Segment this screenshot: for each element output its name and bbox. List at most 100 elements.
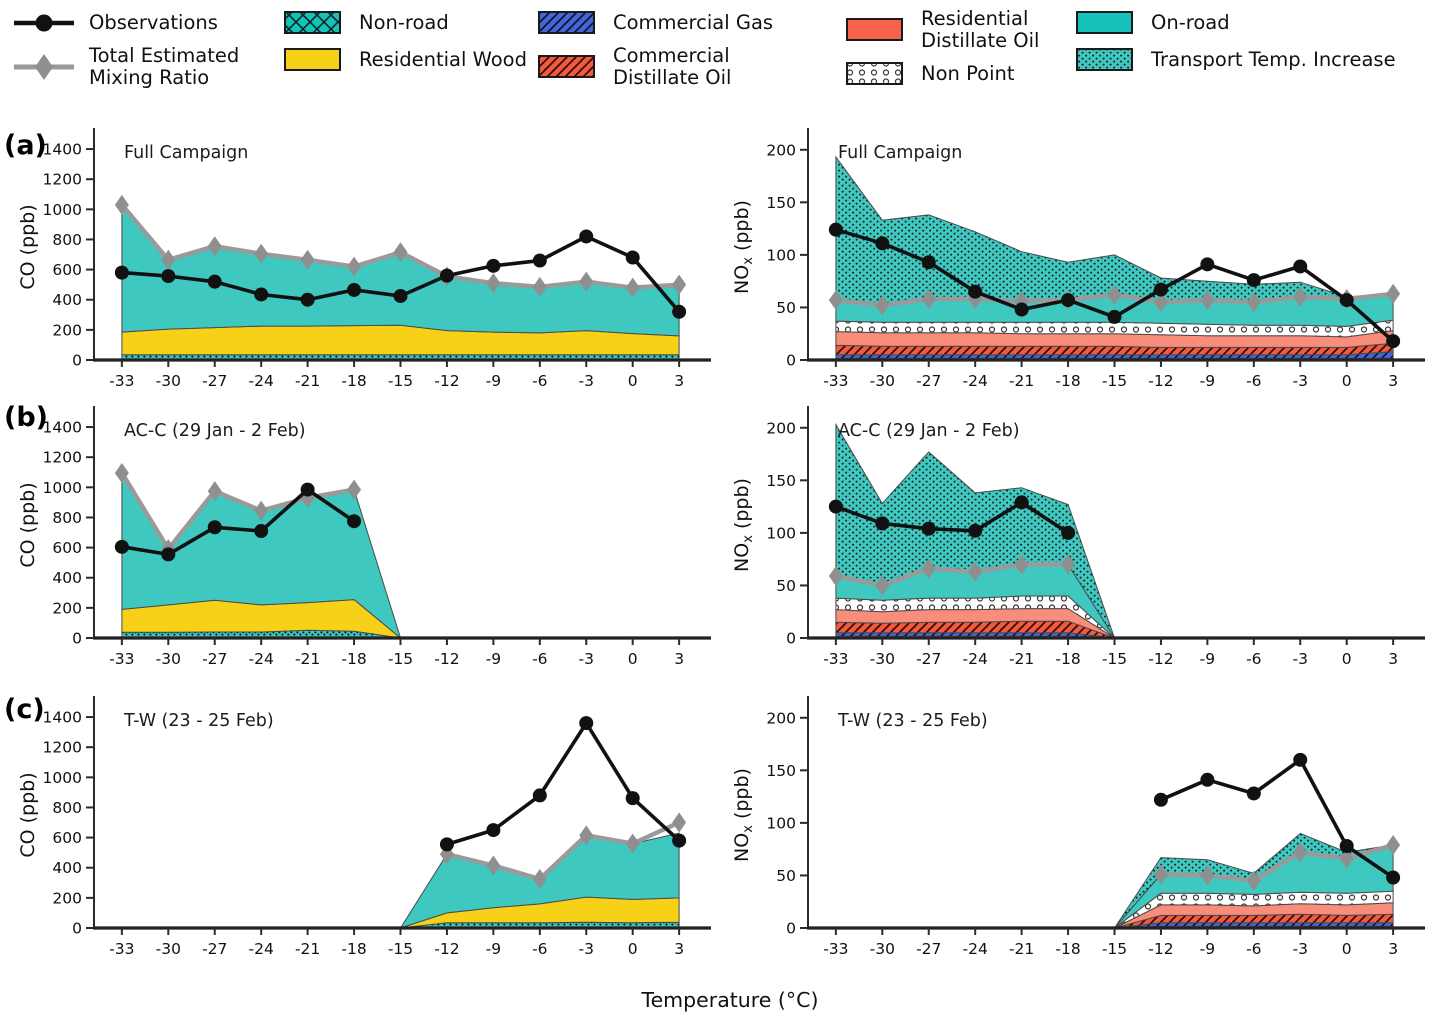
- legend-key-total-estimated-mixing-ratio-icon: [14, 53, 74, 80]
- chart-co-full-campaign: 0 200 400 600 800 1000 1200 1400 -33 -30 -27 -24 -21…: [8, 118, 715, 396]
- legend-label-non-point: Non Point: [921, 61, 1015, 85]
- svg-text:0: 0: [786, 630, 796, 648]
- svg-text:-21: -21: [295, 650, 320, 668]
- svg-text:-30: -30: [156, 650, 181, 668]
- observations-line: [828, 495, 1076, 540]
- svg-text:-12: -12: [434, 940, 459, 958]
- y-axis-label: NOx (ppb): [731, 478, 756, 572]
- svg-text:-33: -33: [109, 650, 134, 668]
- legend-item-commercial-gas: Commercial Gas: [536, 8, 842, 38]
- svg-text:-6: -6: [532, 650, 547, 668]
- svg-text:-18: -18: [341, 650, 366, 668]
- svg-text:-15: -15: [1102, 940, 1127, 958]
- svg-text:0: 0: [786, 920, 796, 938]
- svg-text:100: 100: [766, 814, 796, 832]
- svg-text:-21: -21: [1009, 940, 1034, 958]
- svg-text:-21: -21: [1009, 372, 1034, 390]
- svg-text:800: 800: [52, 509, 82, 527]
- area-on-road: [121, 203, 680, 337]
- y-axis-label: CO (ppb): [17, 482, 39, 567]
- svg-text:-3: -3: [579, 372, 594, 390]
- svg-text:800: 800: [52, 799, 82, 817]
- svg-text:1200: 1200: [43, 449, 82, 467]
- legend-item-non-point: Non Point: [844, 59, 1072, 89]
- svg-text:100: 100: [766, 246, 796, 264]
- legend-item-residential-wood: Residential Wood: [282, 45, 534, 75]
- svg-text:-33: -33: [823, 372, 848, 390]
- svg-text:3: 3: [674, 372, 684, 390]
- y-axis-label: CO (ppb): [17, 204, 39, 289]
- svg-text:-24: -24: [249, 940, 274, 958]
- svg-text:-30: -30: [156, 372, 181, 390]
- svg-text:-30: -30: [870, 940, 895, 958]
- legend-column: Commercial Gas Commercial Distillate Oil: [536, 8, 842, 89]
- svg-text:0: 0: [1342, 372, 1352, 390]
- legend-key-non-point-icon: [846, 61, 903, 85]
- svg-text:400: 400: [52, 569, 82, 587]
- svg-text:-27: -27: [202, 940, 227, 958]
- legend-label-total-estimated-mixing-ratio: Total Estimated Mixing Ratio: [89, 44, 240, 89]
- svg-text:-27: -27: [916, 372, 941, 390]
- svg-text:-3: -3: [1293, 650, 1308, 668]
- svg-text:-15: -15: [1102, 650, 1127, 668]
- chart-title: T-W (23 - 25 Feb): [837, 711, 988, 731]
- observations-line: [439, 716, 687, 852]
- svg-text:400: 400: [52, 291, 82, 309]
- legend-key-commercial-gas-icon: [538, 11, 595, 34]
- legend-item-residential-distillate-oil: Residential Distillate Oil: [844, 8, 1072, 52]
- svg-text:-9: -9: [1200, 372, 1215, 390]
- x-axis-label: Temperature (°C): [641, 988, 819, 1012]
- legend-label-non-road: Non-road: [359, 11, 449, 35]
- svg-text:200: 200: [52, 321, 82, 339]
- svg-text:-12: -12: [434, 650, 459, 668]
- legend-item-observations: Observations: [12, 8, 280, 38]
- svg-text:-21: -21: [295, 372, 320, 390]
- svg-text:-3: -3: [1293, 372, 1308, 390]
- svg-text:0: 0: [628, 372, 638, 390]
- svg-text:50: 50: [776, 867, 796, 885]
- svg-text:200: 200: [766, 141, 796, 159]
- total-estimated-line: [114, 194, 687, 298]
- svg-text:3: 3: [1388, 372, 1398, 390]
- svg-text:-12: -12: [434, 372, 459, 390]
- svg-text:50: 50: [776, 577, 796, 595]
- panel-label-a: (a): [4, 130, 47, 161]
- svg-text:-3: -3: [1293, 940, 1308, 958]
- svg-text:1000: 1000: [43, 769, 82, 787]
- svg-text:200: 200: [52, 889, 82, 907]
- legend-key-transport-temp-increase-icon: [1076, 48, 1133, 71]
- svg-text:3: 3: [1388, 940, 1398, 958]
- figure-legend: Observations Total Estimated Mixing Ratio…: [12, 8, 1432, 89]
- svg-text:0: 0: [628, 940, 638, 958]
- svg-text:200: 200: [766, 419, 796, 437]
- svg-text:-27: -27: [202, 650, 227, 668]
- y-axis-label: NOx (ppb): [731, 200, 756, 294]
- svg-text:-33: -33: [823, 650, 848, 668]
- svg-text:-18: -18: [341, 940, 366, 958]
- svg-text:-27: -27: [916, 650, 941, 668]
- svg-text:3: 3: [674, 940, 684, 958]
- observations-line: [1153, 752, 1401, 885]
- chart-co-tw: 0 200 400 600 800 1000 1200 1400 -33 -30 -27 -24 -21…: [8, 686, 715, 964]
- svg-text:0: 0: [1342, 940, 1352, 958]
- chart-title: AC-C (29 Jan - 2 Feb): [124, 421, 306, 441]
- legend-key-observations-icon: [14, 14, 74, 32]
- svg-text:-12: -12: [1148, 940, 1173, 958]
- svg-text:-21: -21: [295, 940, 320, 958]
- svg-text:1200: 1200: [43, 739, 82, 757]
- chart-co-acc: 0 200 400 600 800 1000 1200 1400 -33 -30 -27 -24 -21…: [8, 396, 715, 674]
- chart-title: T-W (23 - 25 Feb): [123, 711, 274, 731]
- svg-text:-6: -6: [1246, 650, 1261, 668]
- svg-text:-9: -9: [486, 372, 501, 390]
- svg-text:-6: -6: [1246, 372, 1261, 390]
- svg-text:0: 0: [72, 630, 82, 648]
- legend-column: On-road Transport Temp. Increase: [1074, 8, 1430, 89]
- svg-text:1400: 1400: [43, 419, 82, 437]
- svg-text:-24: -24: [963, 940, 988, 958]
- svg-text:150: 150: [766, 762, 796, 780]
- svg-text:1200: 1200: [43, 171, 82, 189]
